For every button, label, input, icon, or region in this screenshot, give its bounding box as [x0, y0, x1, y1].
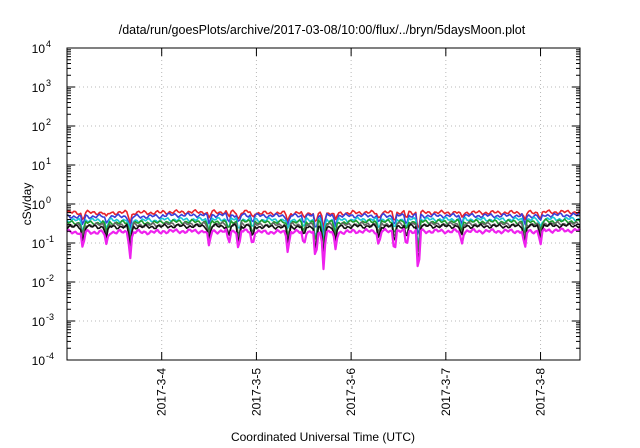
x-axis-label: Coordinated Universal Time (UTC): [231, 430, 415, 444]
y-tick-label-base: 10: [32, 354, 46, 368]
chart-title: /data/run/goesPlots/archive/2017-03-08/1…: [119, 23, 526, 37]
series-line-7: [66, 227, 581, 271]
y-tick-label-exponent: 4: [46, 39, 51, 49]
y-tick-label-exponent: 2: [46, 117, 51, 127]
y-tick-label: 10 1: [32, 156, 51, 173]
y-tick-label-base: 10: [32, 159, 46, 173]
y-tick-label-base: 10: [32, 276, 46, 290]
y-tick-label-exponent: -2: [46, 273, 54, 283]
x-tick-label: 2017-3-7: [439, 368, 453, 416]
y-tick-label-base: 10: [32, 120, 46, 134]
grid: [67, 48, 580, 360]
y-tick-label: 10 -2: [32, 273, 54, 290]
x-tick-label: 2017-3-4: [155, 368, 169, 416]
y-tick-label-base: 10: [32, 81, 46, 95]
y-tick-label-base: 10: [32, 237, 46, 251]
y-tick-label-exponent: -3: [46, 312, 54, 322]
y-axis-label: cSv/day: [20, 183, 34, 226]
y-tick-label: 10 0: [32, 195, 51, 212]
y-tick-label: 10 -3: [32, 312, 54, 329]
y-tick-label: 10 -1: [32, 234, 54, 251]
y-tick-label-exponent: 1: [46, 156, 51, 166]
y-tick-label-exponent: 0: [46, 195, 51, 205]
y-tick-label-base: 10: [32, 42, 46, 56]
y-tick-label-exponent: -1: [46, 234, 54, 244]
y-tick-label-exponent: -4: [46, 351, 54, 361]
series-group: [66, 209, 581, 271]
x-axis: 2017-3-4 2017-3-5 2017-3-6 2017-3-7 2017-3-8: [155, 48, 548, 416]
y-tick-label: 10 4: [32, 39, 51, 56]
y-tick-label-base: 10: [32, 315, 46, 329]
y-tick-label: 10 -4: [32, 351, 54, 368]
y-tick-label-exponent: 3: [46, 78, 51, 88]
y-tick-label: 10 2: [32, 117, 51, 134]
x-tick-label: 2017-3-5: [249, 368, 263, 416]
x-tick-label: 2017-3-6: [344, 368, 358, 416]
x-tick-label: 2017-3-8: [534, 368, 548, 416]
y-tick-label-base: 10: [32, 198, 46, 212]
y-tick-label: 10 3: [32, 78, 51, 95]
